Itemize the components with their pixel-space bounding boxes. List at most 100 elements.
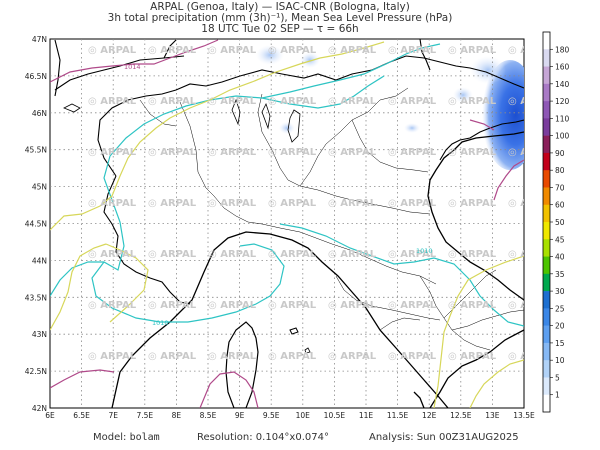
colorbar-label: 80 — [555, 166, 565, 175]
watermark: ◎ ARPAL — [328, 147, 377, 158]
watermark: ◎ ARPAL — [88, 249, 137, 260]
lon-label: 13.5E — [513, 411, 535, 420]
watermark: ◎ ARPAL — [268, 96, 317, 107]
watermark: ◎ ARPAL — [208, 147, 257, 158]
colorbar-label: 100 — [555, 132, 570, 141]
watermark: ◎ ARPAL — [268, 45, 317, 56]
lat-label: 47N — [32, 35, 47, 44]
watermark: ◎ ARPAL — [268, 198, 317, 209]
lat-label: 45N — [32, 183, 47, 192]
watermark: ◎ ARPAL — [88, 198, 137, 209]
colorbar-label: 50 — [555, 218, 565, 227]
colorbar-label: 160 — [555, 63, 570, 72]
watermark: ◎ ARPAL — [148, 147, 197, 158]
lat-label: 43N — [32, 330, 47, 339]
isobar-label-1014: 1014 — [124, 63, 141, 71]
watermark: ◎ ARPAL — [148, 45, 197, 56]
watermark: ◎ ARPAL — [208, 300, 257, 311]
watermark: ◎ ARPAL — [208, 198, 257, 209]
watermark: ◎ ARPAL — [508, 198, 557, 209]
lat-label: 46.5N — [25, 72, 47, 81]
lat-label: 46N — [32, 109, 47, 118]
watermark: ◎ ARPAL — [208, 96, 257, 107]
watermark: ◎ ARPAL — [508, 147, 557, 158]
colorbar-label: 45 — [555, 235, 565, 244]
lon-label: 6.5E — [73, 411, 90, 420]
colorbar-swatch — [543, 83, 550, 102]
watermark: ◎ ARPAL — [508, 351, 557, 362]
watermark: ◎ ARPAL — [448, 351, 497, 362]
header-line-2: 3h total precipitation (mm (3h)⁻¹), Mean… — [107, 12, 453, 24]
colorbar-label: 110 — [555, 114, 570, 123]
colorbar-swatch — [543, 66, 550, 85]
lon-label: 10E — [296, 411, 311, 420]
watermark: ◎ ARPAL — [508, 45, 557, 56]
lat-label: 43.5N — [25, 293, 47, 302]
precipitation-colorbar: 1801601401201101009080706050454035302520… — [542, 31, 570, 413]
colorbar-swatch — [543, 239, 550, 257]
watermark: ◎ ARPAL — [388, 198, 437, 209]
colorbar-swatch — [543, 152, 550, 171]
colorbar-swatch — [543, 291, 550, 309]
watermark: ◎ ARPAL — [208, 45, 257, 56]
colorbar-label: 10 — [555, 356, 565, 365]
isobars — [50, 39, 524, 408]
isobar-label-1010: 1010 — [152, 319, 169, 327]
lon-label: 8E — [172, 411, 182, 420]
watermark: ◎ ARPAL — [508, 96, 557, 107]
longitude-labels: 6E 6.5E 7E 7.5E 8E 8.5E 9E 9.5E 10E 10.5E 11E 11.5E… — [45, 411, 535, 420]
plot-frame — [49, 38, 525, 409]
watermark: ◎ ARPAL — [268, 249, 317, 260]
colorbar-label: 140 — [555, 80, 570, 89]
watermark: ◎ ARPAL — [88, 45, 137, 56]
footer-model: Model: bolam — [93, 432, 160, 443]
corsica-coast — [225, 321, 259, 408]
colorbar-swatch — [543, 187, 550, 206]
watermark: ◎ ARPAL — [148, 96, 197, 107]
colorbar-swatch — [543, 101, 550, 119]
watermark: ◎ ARPAL — [448, 249, 497, 260]
watermark: ◎ ARPAL — [328, 45, 377, 56]
lat-label: 44N — [32, 256, 47, 265]
lon-label: 10.5E — [324, 411, 346, 420]
watermark: ◎ ARPAL — [88, 351, 137, 362]
watermark: ◎ ARPAL — [388, 351, 437, 362]
colorbar-swatch — [543, 49, 550, 67]
isobar-label-1010-b: 1010 — [416, 247, 433, 255]
lon-label: 9.5E — [263, 411, 280, 420]
colorbar-swatch — [543, 273, 550, 292]
header-line-3: 18 UTC Tue 02 SEP — τ = 66h — [201, 23, 359, 35]
watermark: ◎ ARPAL — [448, 198, 497, 209]
colorbar-label: 35 — [555, 270, 565, 279]
lon-label: 13E — [485, 411, 500, 420]
colorbar-label: 20 — [555, 322, 565, 331]
lon-label: 9E — [235, 411, 245, 420]
watermark: ◎ ARPAL — [268, 351, 317, 362]
watermark: ◎ ARPAL — [88, 300, 137, 311]
colorbar-swatch — [543, 222, 550, 240]
watermark: ◎ ARPAL — [508, 249, 557, 260]
precipitation-field — [256, 45, 524, 170]
watermark: ◎ ARPAL — [208, 249, 257, 260]
watermark: ◎ ARPAL — [148, 198, 197, 209]
watermark: ◎ ARPAL — [388, 96, 437, 107]
colorbar-label: 90 — [555, 149, 565, 158]
colorbar-label: 120 — [555, 97, 570, 106]
colorbar-label: 30 — [555, 287, 565, 296]
watermark: ◎ ARPAL — [88, 147, 137, 158]
watermark: ◎ ARPAL — [88, 96, 137, 107]
lon-label: 12E — [422, 411, 437, 420]
watermark: ◎ ARPAL — [268, 147, 317, 158]
colorbar-swatch — [543, 308, 550, 326]
lon-label: 8.5E — [200, 411, 217, 420]
colorbar-swatch — [543, 394, 550, 413]
watermark: ◎ ARPAL — [508, 300, 557, 311]
footer-resolution: Resolution: 0.104°x0.074° — [197, 432, 329, 443]
watermark: ◎ ARPAL — [148, 300, 197, 311]
colorbar-swatch — [543, 325, 550, 344]
watermark: ◎ ARPAL — [328, 300, 377, 311]
colorbar-swatch — [543, 256, 550, 275]
footer-analysis: Analysis: Sun 00Z31AUG2025 — [369, 432, 519, 443]
watermark: ◎ ARPAL — [148, 351, 197, 362]
